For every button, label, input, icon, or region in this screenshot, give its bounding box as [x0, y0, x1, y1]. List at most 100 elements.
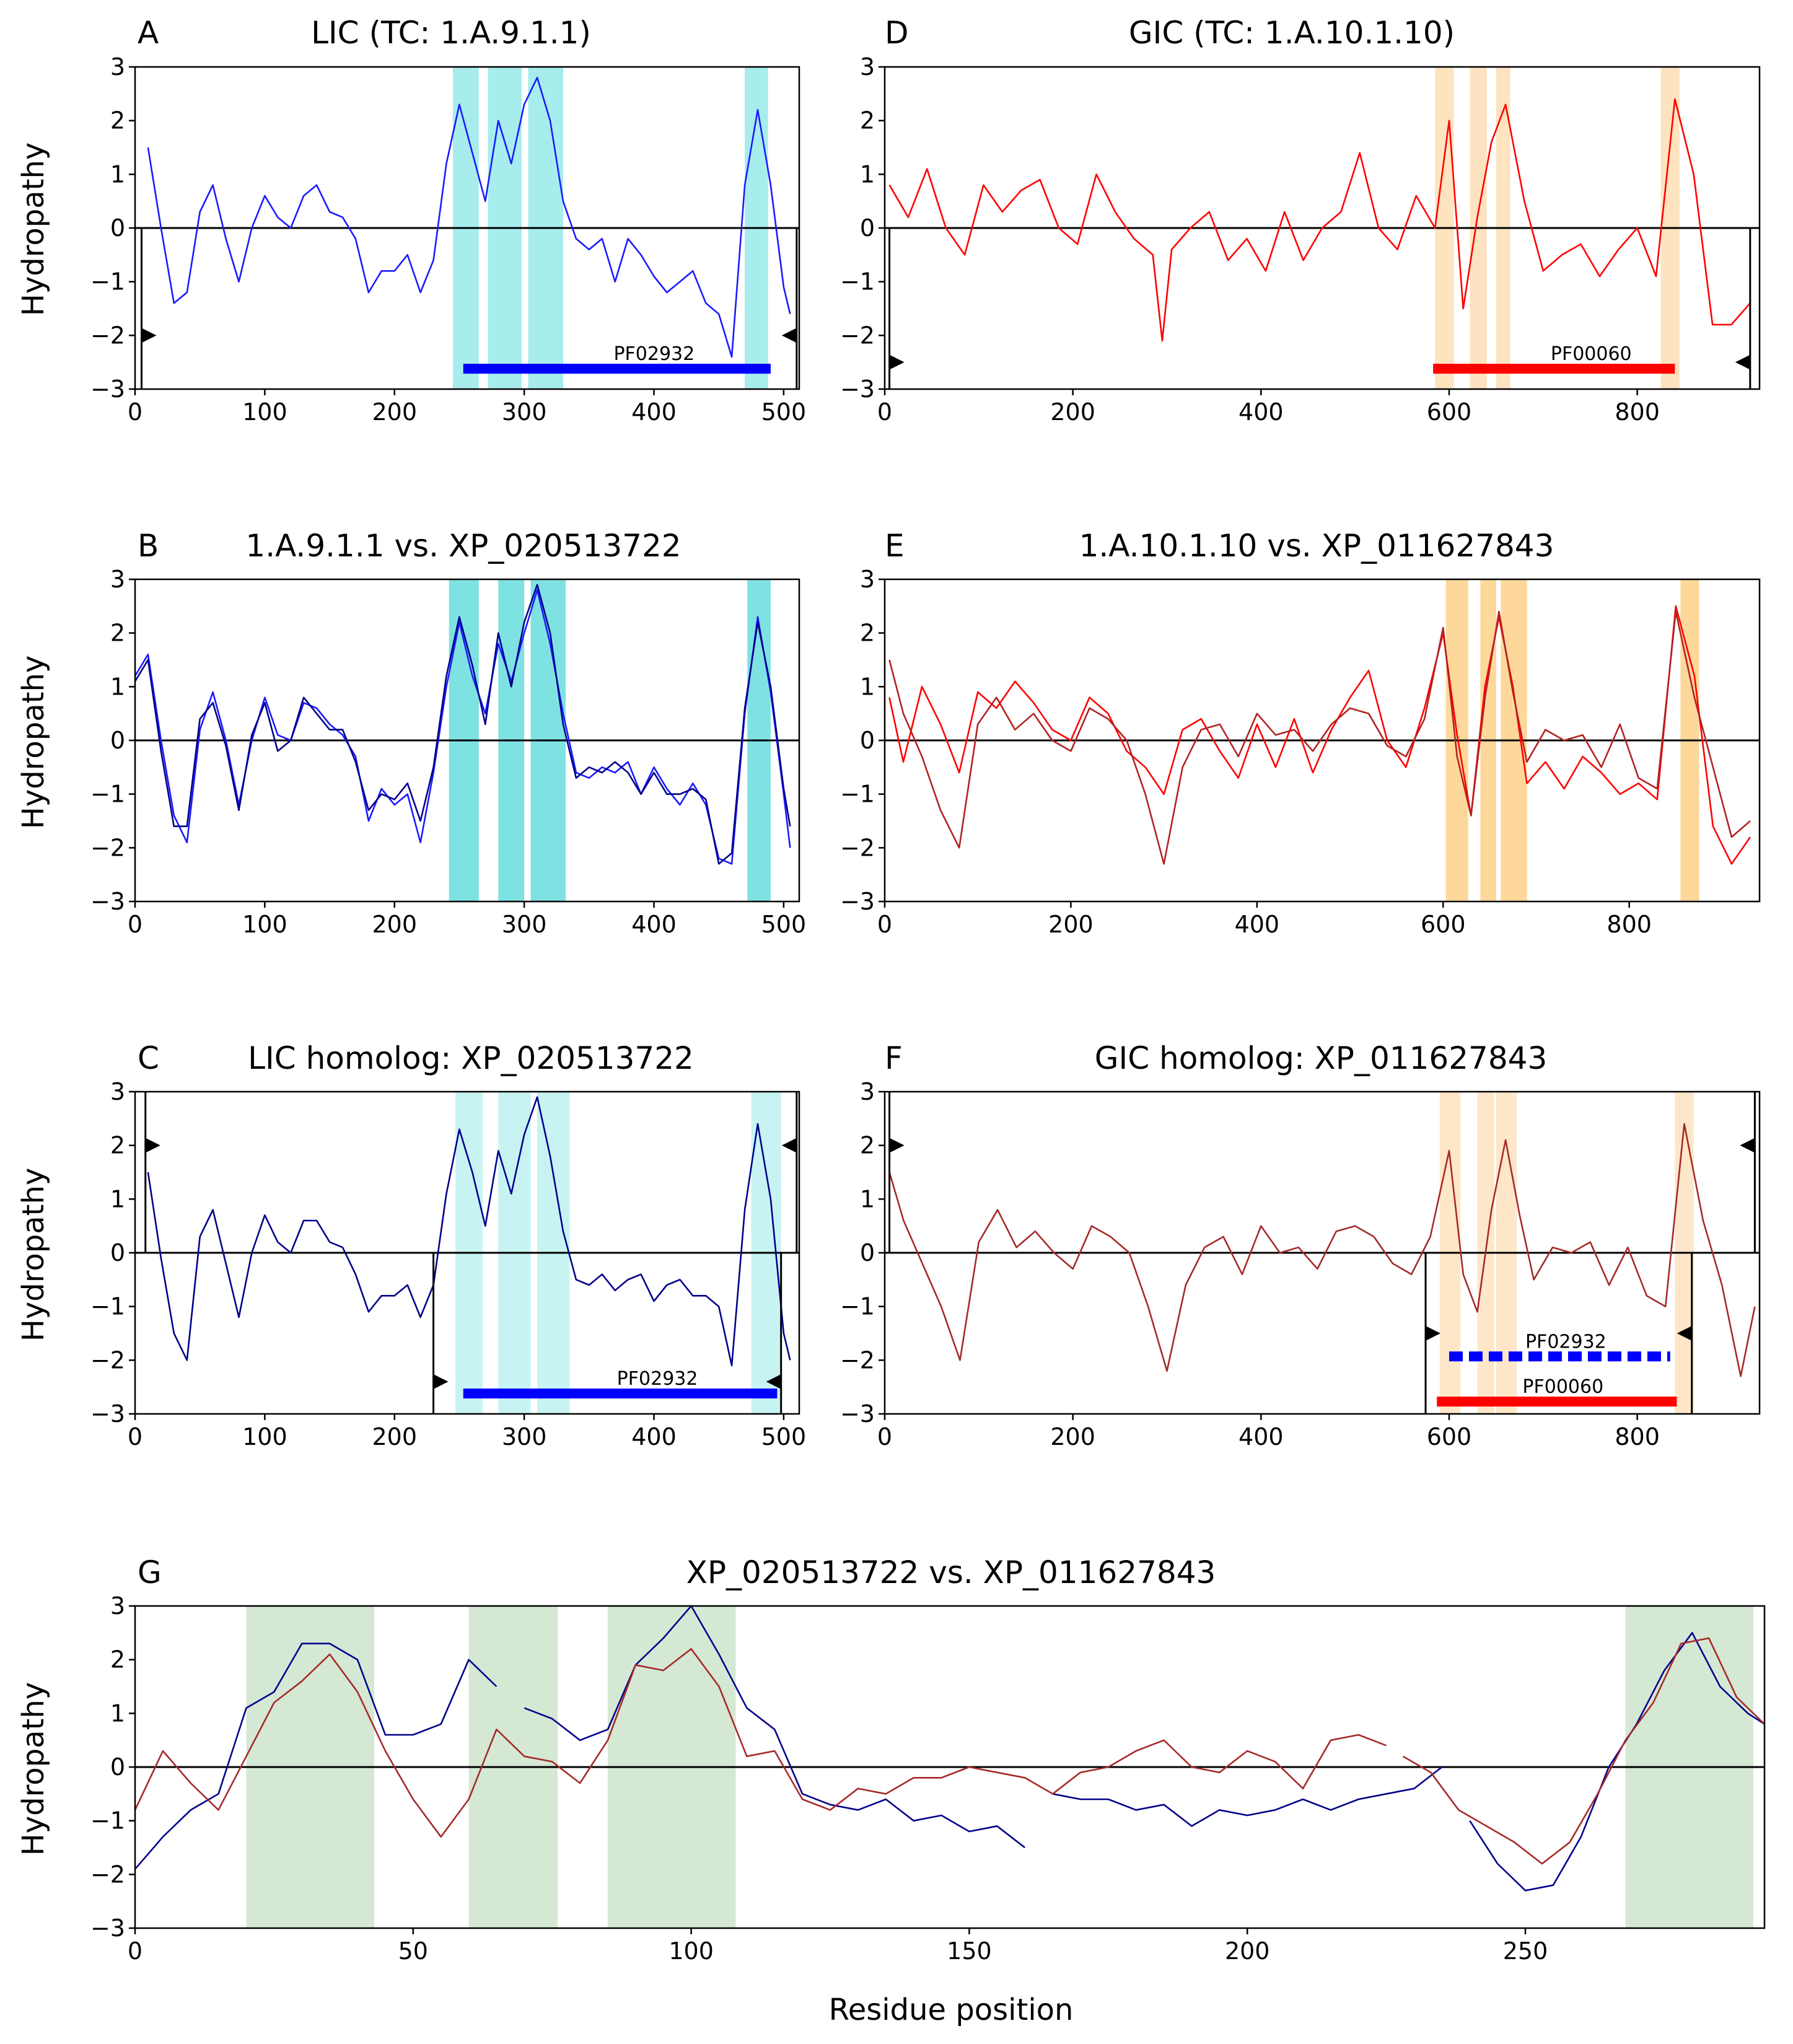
panel-g-series-trace [1402, 1637, 1765, 1865]
panel-c: C LIC homolog: XP_020513722 Hydropathy P… [16, 1040, 806, 1450]
panel-d-letter: D [885, 15, 909, 51]
panel-f-title: GIC homolog: XP_011627843 [1095, 1040, 1548, 1076]
x-axis-label: Residue position [829, 1993, 1074, 2027]
panel-e-y-tick-label: 0 [860, 727, 875, 754]
panel-c-boundary-marker [145, 1138, 160, 1153]
panel-g-x-tick-label: 200 [1225, 1937, 1270, 1965]
panel-g-series-trace [134, 1648, 1387, 1838]
panel-a-y-axis-label: Hydropathy [16, 143, 51, 317]
panel-c-x-tick-label: 200 [372, 1423, 417, 1450]
panel-b-y-tick-label: −3 [90, 888, 125, 915]
panel-g-title: XP_020513722 vs. XP_011627843 [686, 1555, 1216, 1590]
panel-c-domain-label: PF02932 [617, 1368, 698, 1390]
panel-b-x-tick-label: 200 [372, 911, 417, 938]
panel-b-x-tick-label: 500 [761, 911, 807, 938]
panel-e-y-tick-label: 1 [860, 673, 875, 700]
panel-d: D GIC (TC: 1.A.10.1.10) PF00060 −3 −2 −1 0 1 2… [840, 15, 1761, 426]
panel-e-x-tick-label: 400 [1235, 911, 1280, 938]
panel-f: F GIC homolog: XP_011627843 PF02932 PF000… [840, 1040, 1761, 1450]
panel-e-y-tick-label: −2 [840, 834, 875, 861]
panel-c-letter: C [138, 1040, 159, 1076]
panel-b-y-tick-label: 2 [110, 620, 125, 647]
panel-f-series-trace [888, 1123, 1756, 1377]
panel-f-y-tick-label: −1 [840, 1293, 875, 1320]
panel-g-y-axis-label: Hydropathy [16, 1682, 51, 1856]
panel-f-letter: F [885, 1040, 903, 1076]
panel-c-x-tick-label: 100 [242, 1423, 287, 1450]
panel-f-boundary-marker [1740, 1138, 1755, 1153]
panel-b-y-tick-label: 3 [110, 566, 125, 593]
panel-c-x-tick-label: 300 [502, 1423, 547, 1450]
panel-e-x-tick-label: 200 [1048, 911, 1094, 938]
panel-c-title: LIC homolog: XP_020513722 [248, 1040, 694, 1076]
panel-g-series-trace [524, 1605, 1025, 1849]
panel-d-x-tick-label: 200 [1050, 398, 1095, 426]
panel-d-y-tick-label: 3 [860, 53, 875, 81]
panel-f-x-tick-label: 600 [1427, 1423, 1472, 1450]
panel-c-y-tick-label: 3 [110, 1078, 125, 1105]
panel-c-x-tick-label: 500 [761, 1423, 807, 1450]
panel-g-y-tick-label: 0 [110, 1753, 125, 1781]
panel-g-y-tick-label: −2 [90, 1861, 125, 1888]
panel-a: A LIC (TC: 1.A.9.1.1) Hydropathy PF02932… [16, 15, 806, 426]
panel-d-x-tick-label: 0 [877, 398, 892, 426]
panel-f-y-tick-label: −2 [840, 1346, 875, 1374]
panel-d-domain-label: PF00060 [1551, 343, 1632, 365]
panel-f-y-tick-label: 0 [860, 1239, 875, 1266]
panel-f-x-tick-label: 800 [1615, 1423, 1660, 1450]
panel-g-x-tick-label: 150 [947, 1937, 992, 1965]
panel-f-boundary-marker [889, 1138, 905, 1153]
panel-a-x-tick-label: 300 [502, 398, 547, 426]
panel-b-x-tick-label: 300 [502, 911, 547, 938]
panel-g-y-tick-label: −3 [90, 1915, 125, 1942]
panel-d-y-tick-label: 0 [860, 214, 875, 242]
panel-f-domain-label: PF00060 [1522, 1376, 1603, 1398]
panel-b-y-axis-label: Hydropathy [16, 656, 51, 830]
panel-c-y-axis-label: Hydropathy [16, 1168, 51, 1342]
panel-e-y-tick-label: 2 [860, 620, 875, 647]
panel-g-y-tick-label: 3 [110, 1592, 125, 1620]
panel-g-y-tick-label: 1 [110, 1700, 125, 1727]
panel-b-x-tick-label: 0 [128, 911, 142, 938]
panel-d-title: GIC (TC: 1.A.10.1.10) [1129, 15, 1455, 51]
panel-d-boundary-marker [1735, 354, 1750, 370]
panel-f-y-tick-label: 1 [860, 1185, 875, 1213]
panel-g-y-tick-label: 2 [110, 1646, 125, 1673]
panel-a-y-tick-label: 1 [110, 160, 125, 188]
panel-d-boundary-marker [889, 354, 905, 370]
panel-a-y-tick-label: 2 [110, 107, 125, 134]
panel-e-y-tick-label: 3 [860, 566, 875, 593]
panel-a-title: LIC (TC: 1.A.9.1.1) [311, 15, 591, 51]
panel-f-y-tick-label: −3 [840, 1400, 875, 1428]
panel-d-y-tick-label: 1 [860, 160, 875, 188]
panel-d-x-tick-label: 600 [1427, 398, 1472, 426]
panel-c-series-trace [147, 1096, 791, 1367]
panel-d-y-tick-label: −1 [840, 268, 875, 296]
panel-g-series-trace [1052, 1766, 1443, 1827]
panel-d-series-trace [888, 98, 1751, 342]
panel-a-y-tick-label: −1 [90, 268, 125, 296]
panel-a-x-tick-label: 200 [372, 398, 417, 426]
panel-f-boundary-marker [1677, 1326, 1692, 1341]
panel-g-x-tick-label: 100 [669, 1937, 714, 1965]
panel-b-title: 1.A.9.1.1 vs. XP_020513722 [245, 528, 681, 564]
panel-g-letter: G [138, 1555, 162, 1590]
panel-e-y-tick-label: −3 [840, 888, 875, 915]
panel-c-y-tick-label: 0 [110, 1239, 125, 1266]
panel-a-y-tick-label: −3 [90, 375, 125, 403]
panel-e-y-tick-label: −1 [840, 781, 875, 808]
panel-e: E 1.A.10.1.10 vs. XP_011627843 −3 −2 −1 0 1 2… [840, 528, 1761, 938]
panel-e-letter: E [885, 528, 905, 564]
panel-c-x-tick-label: 0 [128, 1423, 142, 1450]
panel-b: B 1.A.9.1.1 vs. XP_020513722 Hydropathy … [16, 528, 806, 938]
panel-e-series-trace [888, 605, 1751, 865]
panel-a-boundary-marker [781, 328, 797, 343]
panel-a-x-tick-label: 500 [761, 398, 807, 426]
panel-g-x-tick-label: 50 [398, 1937, 428, 1965]
panel-c-boundary-marker [433, 1374, 449, 1389]
panel-e-x-tick-label: 600 [1421, 911, 1466, 938]
panel-d-y-tick-label: 2 [860, 107, 875, 134]
panel-f-x-tick-label: 200 [1050, 1423, 1095, 1450]
panel-e-x-tick-label: 0 [877, 911, 892, 938]
panel-b-letter: B [138, 528, 159, 564]
